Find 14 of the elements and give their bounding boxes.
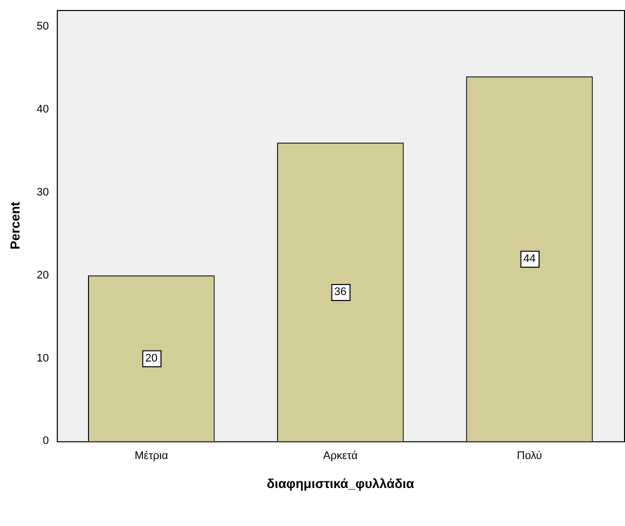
x-tick-label: Πολύ [516, 450, 542, 462]
y-tick-label: 40 [36, 104, 49, 116]
y-tick-label: 30 [36, 186, 49, 198]
data-label: 20 [145, 352, 158, 364]
x-tick-label: Μέτρια [134, 450, 169, 462]
y-axis-title: Percent [7, 201, 22, 250]
x-axis-title: διαφημιστικά_φυλλάδια [266, 476, 414, 491]
y-tick-label: 20 [36, 269, 49, 282]
y-tick-label: 10 [36, 352, 49, 364]
x-tick-label: Αρκετά [323, 450, 358, 462]
y-tick-label: 50 [36, 20, 49, 33]
data-label: 44 [523, 252, 536, 265]
y-tick-label: 0 [42, 435, 49, 448]
data-label: 36 [334, 286, 347, 298]
